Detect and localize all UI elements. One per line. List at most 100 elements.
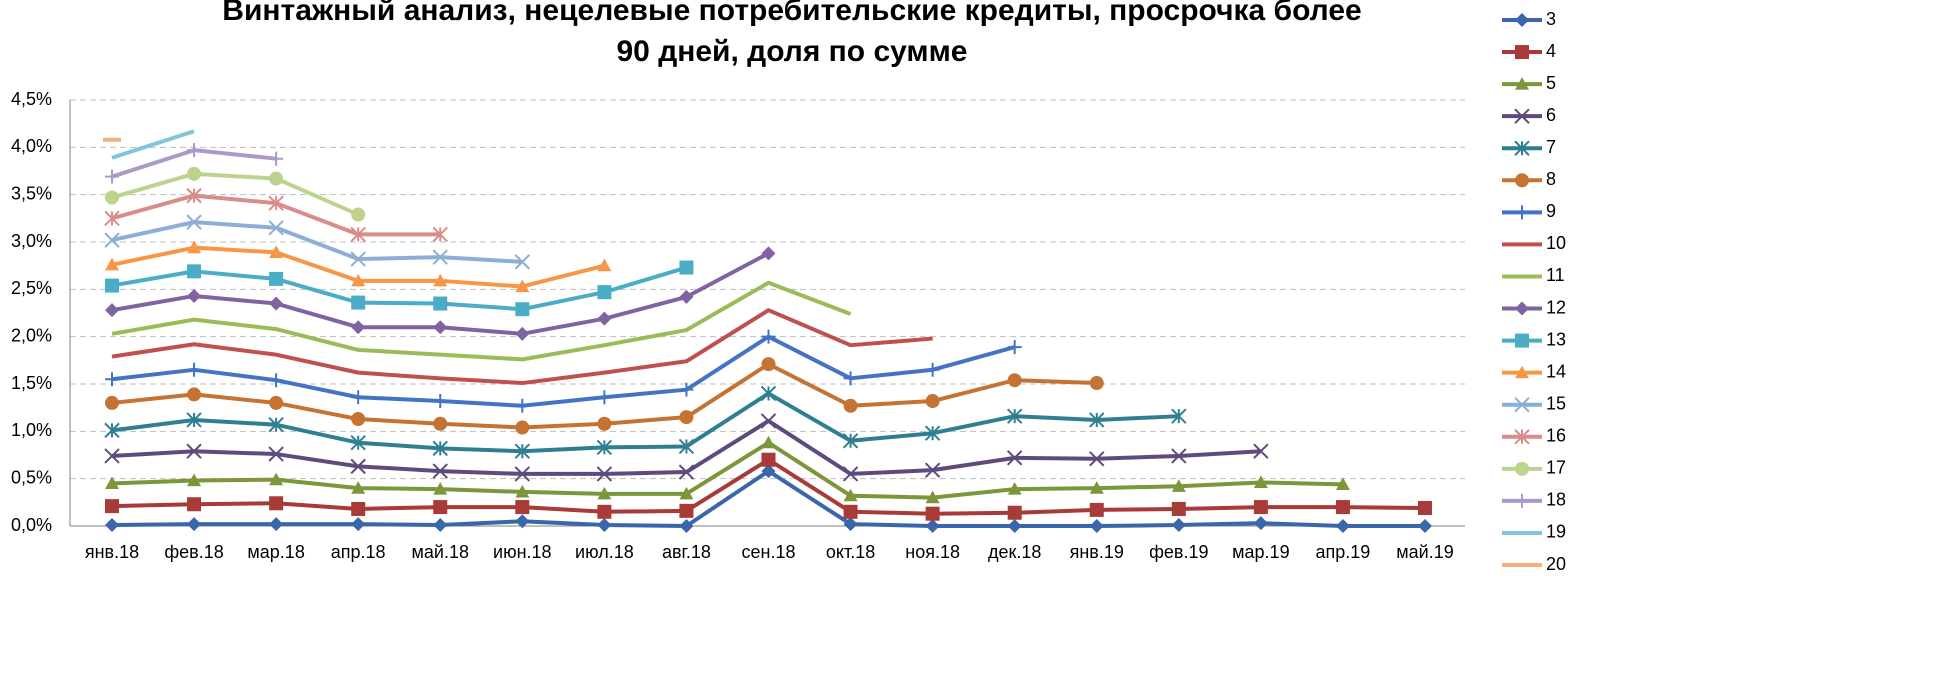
marker (186, 187, 202, 204)
marker (1418, 519, 1432, 533)
series-line (111, 129, 195, 160)
series (105, 260, 694, 317)
marker (515, 420, 530, 435)
marker (269, 472, 284, 486)
marker (1171, 408, 1187, 424)
marker (187, 143, 202, 158)
x-tick-label: авг.18 (662, 542, 711, 562)
x-tick-label: янв.18 (85, 542, 139, 562)
marker (187, 264, 202, 279)
y-tick-label: 4,0% (11, 136, 52, 156)
marker (925, 362, 940, 377)
marker (761, 246, 776, 261)
marker (105, 169, 119, 184)
marker (597, 390, 612, 405)
legend-item: 6 (1502, 105, 1556, 125)
marker (269, 151, 284, 166)
marker (925, 506, 940, 521)
legend-item: 3 (1502, 9, 1556, 29)
marker (104, 422, 120, 439)
x-tick-label: фев.19 (1149, 542, 1208, 562)
marker (597, 518, 612, 533)
marker (187, 473, 202, 487)
marker (515, 326, 530, 341)
marker (925, 519, 940, 533)
marker (1006, 450, 1023, 466)
legend-label: 5 (1546, 73, 1556, 93)
marker (433, 394, 448, 409)
marker (761, 452, 776, 467)
marker (514, 443, 531, 459)
legend-item: 5 (1502, 73, 1556, 93)
marker (515, 514, 530, 529)
marker (1335, 519, 1350, 533)
marker (186, 443, 202, 459)
marker (597, 486, 612, 500)
legend-label: 18 (1546, 490, 1566, 510)
marker (843, 504, 858, 519)
marker (597, 504, 612, 519)
legend-item: 19 (1502, 522, 1566, 542)
legend-label: 9 (1546, 201, 1556, 221)
marker (105, 395, 119, 410)
series (111, 308, 933, 386)
marker (105, 499, 119, 514)
legend-item: 17 (1502, 458, 1566, 478)
marker (925, 490, 940, 504)
marker (1007, 482, 1022, 495)
marker (350, 226, 366, 243)
legend-label: 15 (1546, 393, 1566, 413)
series-line (111, 280, 852, 362)
marker (186, 214, 202, 230)
marker (1089, 481, 1104, 494)
legend-label: 16 (1546, 426, 1566, 446)
marker (1253, 443, 1269, 459)
marker (105, 278, 119, 293)
marker (761, 329, 776, 344)
series (111, 280, 852, 362)
legend-label: 7 (1546, 137, 1556, 157)
marker (1514, 429, 1530, 445)
marker (843, 517, 858, 532)
marker (1007, 519, 1022, 533)
marker (597, 311, 612, 326)
marker (514, 466, 531, 482)
marker (597, 285, 612, 300)
y-tick-label: 2,0% (11, 325, 52, 345)
series (105, 246, 776, 341)
legend-label: 14 (1546, 361, 1566, 381)
marker (1515, 205, 1529, 220)
marker (1515, 77, 1529, 90)
marker (1418, 501, 1432, 516)
legend-label: 17 (1546, 458, 1566, 478)
marker (1514, 140, 1530, 156)
legend-item: 10 (1502, 233, 1566, 253)
marker (433, 500, 448, 515)
marker (433, 273, 448, 287)
marker (351, 320, 366, 335)
series-line (111, 220, 523, 264)
y-tick-label: 3,0% (11, 231, 52, 251)
marker (1007, 373, 1022, 388)
marker (760, 385, 777, 402)
series (105, 452, 1432, 521)
x-tick-label: мар.19 (1232, 542, 1289, 562)
marker (1171, 518, 1186, 533)
x-tick-label: мар.18 (247, 542, 304, 562)
marker (1515, 301, 1529, 316)
marker (186, 412, 202, 428)
series (105, 329, 1022, 413)
x-tick-label: фев.18 (164, 542, 223, 562)
marker (433, 296, 448, 311)
marker (1253, 516, 1268, 531)
marker (269, 373, 284, 388)
marker (843, 398, 858, 413)
marker (104, 210, 120, 227)
marker (597, 416, 612, 431)
marker (1171, 479, 1186, 492)
marker (432, 463, 448, 479)
marker (350, 251, 366, 267)
marker (679, 289, 694, 304)
marker (925, 394, 940, 409)
marker (924, 425, 941, 441)
